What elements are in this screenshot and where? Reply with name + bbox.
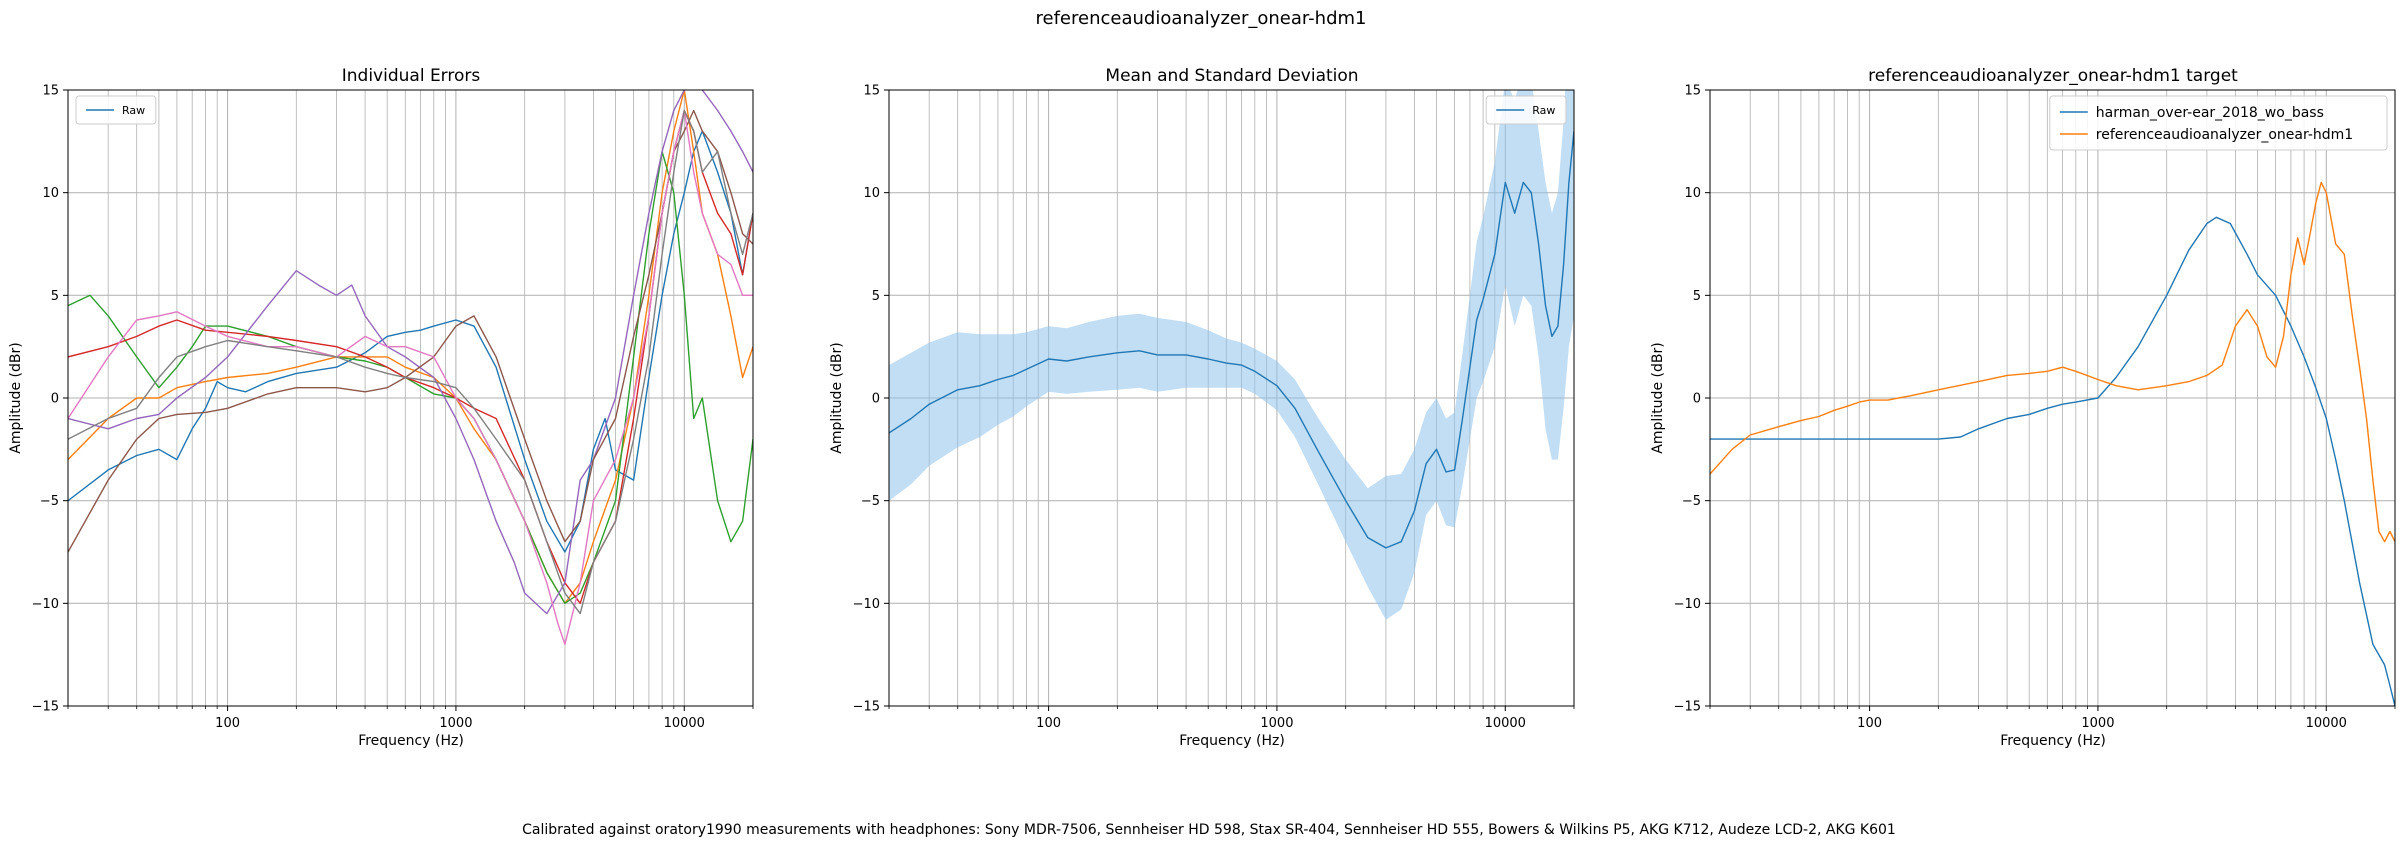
x-tick-label: 100 [1857,716,1882,731]
y-tick-label: 5 [51,289,59,304]
y-tick-label: 15 [863,84,880,99]
y-tick-label: −5 [861,494,880,509]
legend-box [75,95,157,125]
footnote: Calibrated against oratory1990 measureme… [522,822,1896,838]
y-tick-label: −15 [1674,700,1701,715]
legend: Raw [1485,95,1567,125]
grid [67,89,754,707]
series-line-0 [68,130,753,553]
y-tick-label: 10 [1684,186,1701,201]
y-tick-label: 10 [863,186,880,201]
x-tick-label: 100 [215,716,240,731]
y-tick-label: 0 [51,392,59,407]
x-tick-label: 10000 [1485,716,1526,731]
panel-title: Individual Errors [342,66,481,86]
panel-title: referenceaudioanalyzer_onear-hdm1 target [1868,66,2238,86]
y-tick-label: −10 [32,597,59,612]
x-tick-label: 1000 [1260,716,1293,731]
x-tick-label: 10000 [664,716,705,731]
panel-target: referenceaudioanalyzer_onear-hdm1 target… [1650,66,2396,749]
legend-label: Raw [122,104,145,117]
y-tick-label: −10 [853,597,880,612]
y-axis-label: Amplitude (dBr) [8,342,24,453]
panel-individual-errors: Individual Errors Frequency (Hz) Amplitu… [8,66,754,749]
x-axis-label: Frequency (Hz) [358,733,464,749]
y-tick-label: 5 [1693,289,1701,304]
series-line-7 [68,109,753,615]
x-tick-label: 1000 [439,716,472,731]
y-tick-label: −10 [1674,597,1701,612]
figure-title: referenceaudioanalyzer_onear-hdm1 [1036,8,1367,29]
series-line-6 [68,109,753,646]
x-tick-label: 1000 [2081,716,2114,731]
y-tick-label: −5 [40,494,59,509]
legend-label: referenceaudioanalyzer_onear-hdm1 [2096,127,2353,143]
series-line-0 [1710,216,2395,706]
legend: harman_over-ear_2018_wo_bass referenceaud… [2049,95,2388,151]
y-tick-label: 0 [872,392,880,407]
std-band [889,90,1574,620]
legend-label: Raw [1532,104,1555,117]
y-tick-label: −5 [1682,494,1701,509]
panel-mean-std: Mean and Standard Deviation Frequency (H… [829,66,1575,749]
y-tick-label: −15 [32,700,59,715]
y-tick-label: −15 [853,700,880,715]
legend: Raw [75,95,157,125]
series-line-3 [68,109,753,604]
y-tick-label: 15 [1684,84,1701,99]
legend-box [2049,95,2388,151]
plot-area [1710,181,2395,706]
series-line-4 [68,90,753,615]
series-line-0 [889,131,1574,549]
plot-area [68,90,753,646]
x-axis-label: Frequency (Hz) [2000,733,2106,749]
x-tick-label: 10000 [2306,716,2347,731]
x-axis-label: Frequency (Hz) [1179,733,1285,749]
legend-box [1485,95,1567,125]
y-axis-label: Amplitude (dBr) [1650,342,1666,453]
grid [1709,89,2396,707]
y-tick-label: 0 [1693,392,1701,407]
series-line-2 [68,150,753,604]
y-tick-label: 10 [42,186,59,201]
legend-label: harman_over-ear_2018_wo_bass [2096,105,2324,121]
x-tick-label: 100 [1036,716,1061,731]
y-tick-label: 5 [872,289,880,304]
y-tick-label: 15 [42,84,59,99]
plot-area [889,90,1574,620]
series-line-1 [1710,181,2395,543]
y-axis-label: Amplitude (dBr) [829,342,845,453]
panel-title: Mean and Standard Deviation [1105,66,1358,86]
